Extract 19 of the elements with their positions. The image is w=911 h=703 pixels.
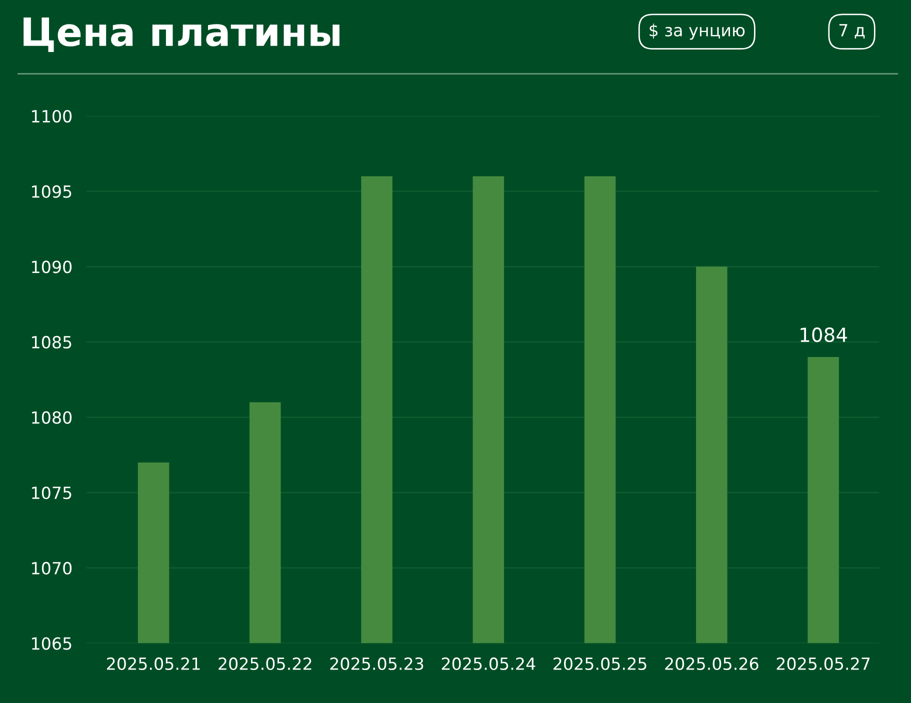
x-tick-label: 2025.05.26 [665, 657, 758, 670]
text: $ за унцию [650, 24, 745, 40]
x-tick-label: 2025.05.24 [442, 657, 536, 670]
y-tick-label: 1095 [32, 185, 72, 198]
y-tick-label: 1085 [32, 336, 72, 349]
y-tick-label: 1075 [32, 486, 72, 500]
x-tick-label: 2025.05.21 [107, 657, 200, 670]
y-tick-label: 1070 [32, 562, 72, 574]
x-tick-label: 2025.05.22 [218, 657, 312, 670]
chart-title: Цена платины [24, 18, 340, 52]
y-tick-label: 1065 [32, 637, 72, 650]
x-tick-label: 2025.05.25 [554, 657, 646, 670]
x-tick-label: 2025.05.27 [776, 657, 870, 670]
data-label: 1084 [800, 327, 847, 342]
y-tick-label: 1080 [32, 411, 72, 424]
x-tick-label: 2025.05.23 [330, 657, 424, 670]
text: 7 д [839, 24, 865, 39]
y-tick-label: 1100 [32, 110, 72, 123]
y-tick-label: 1090 [32, 260, 72, 274]
